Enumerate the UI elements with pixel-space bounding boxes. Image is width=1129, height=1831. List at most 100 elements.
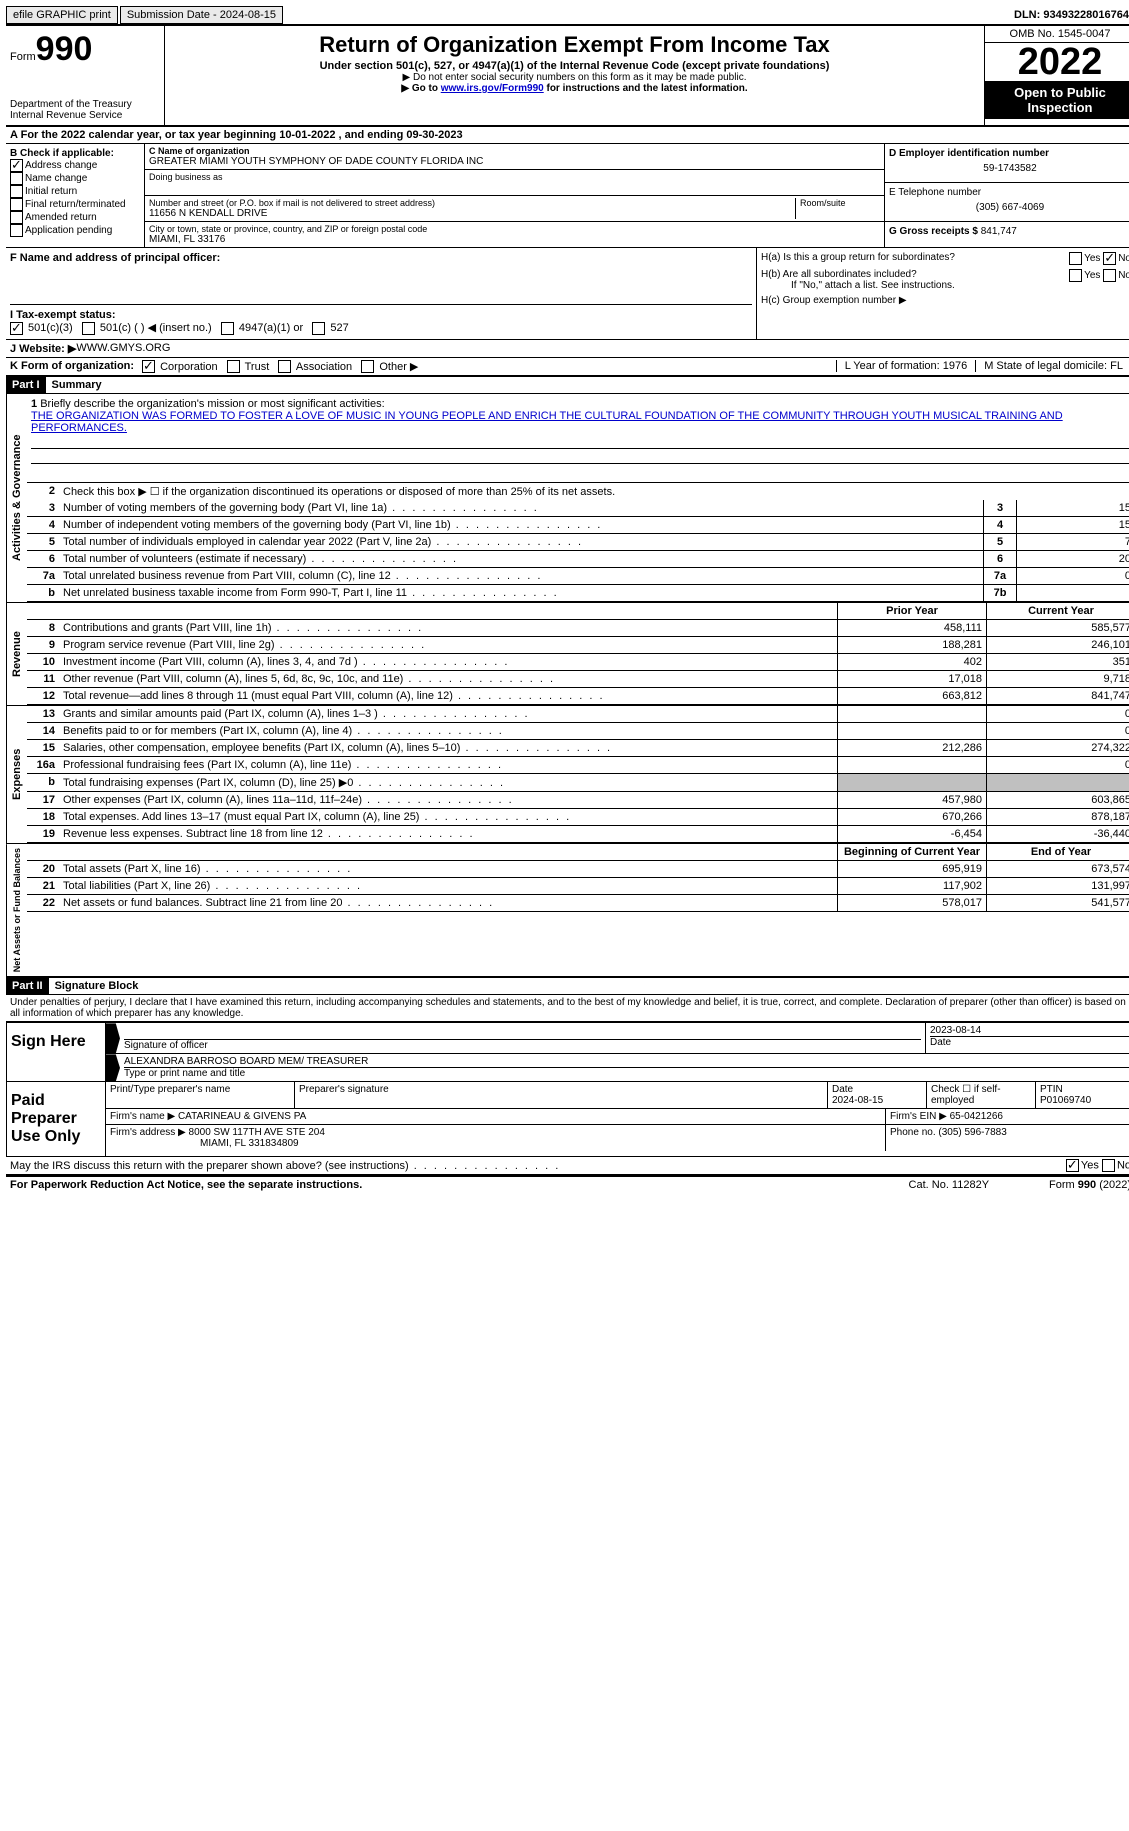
line-value <box>1016 585 1129 601</box>
line-value: 20 <box>1016 551 1129 567</box>
firm-name: CATARINEAU & GIVENS PA <box>178 1111 306 1122</box>
prior-value: -6,454 <box>837 826 986 842</box>
row-k: K Form of organization: Corporation Trus… <box>6 358 1129 378</box>
org-name-label: C Name of organization <box>149 146 880 156</box>
tax-status-checkbox[interactable] <box>82 322 95 335</box>
website: WWW.GMYS.ORG <box>76 342 170 354</box>
telephone: (305) 667-4069 <box>889 198 1129 217</box>
current-value: 541,577 <box>986 895 1129 911</box>
arrow-icon <box>106 1023 120 1053</box>
line-desc: Total fundraising expenses (Part IX, col… <box>59 774 837 791</box>
current-value: 673,574 <box>986 861 1129 877</box>
column-d: D Employer identification number 59-1743… <box>884 144 1129 247</box>
line-value: 0 <box>1016 568 1129 584</box>
colb-checkbox[interactable] <box>10 211 23 224</box>
org-name: GREATER MIAMI YOUTH SYMPHONY OF DADE COU… <box>149 156 880 167</box>
prior-value: 670,266 <box>837 809 986 825</box>
firm-phone-label: Phone no. <box>890 1127 938 1138</box>
line-a: A For the 2022 calendar year, or tax yea… <box>6 127 1129 144</box>
mission-label: Briefly describe the organization's miss… <box>40 398 384 410</box>
current-value: 246,101 <box>986 637 1129 653</box>
efile-button[interactable]: efile GRAPHIC print <box>6 6 118 24</box>
current-value: 9,718 <box>986 671 1129 687</box>
form-org-checkbox[interactable] <box>278 360 291 373</box>
colb-checkbox[interactable] <box>10 159 23 172</box>
gross-receipts: 841,747 <box>981 226 1017 237</box>
paid-prep-label: Paid Preparer Use Only <box>7 1082 106 1156</box>
no-checkbox[interactable] <box>1103 252 1116 265</box>
check-self: Check ☐ if self-employed <box>927 1082 1036 1108</box>
form-org-checkbox[interactable] <box>227 360 240 373</box>
colb-checkbox[interactable] <box>10 172 23 185</box>
discuss-yes[interactable] <box>1066 1159 1079 1172</box>
colb-checkbox[interactable] <box>10 185 23 198</box>
prior-value: 695,919 <box>837 861 986 877</box>
yes-checkbox-2[interactable] <box>1069 269 1082 282</box>
sign-here-label: Sign Here <box>7 1023 106 1081</box>
column-b: B Check if applicable: Address changeNam… <box>6 144 145 247</box>
form-org-checkbox[interactable] <box>361 360 374 373</box>
firm-ein: 65-0421266 <box>950 1111 1003 1122</box>
colb-checkbox[interactable] <box>10 224 23 237</box>
line-desc: Total unrelated business revenue from Pa… <box>59 568 983 584</box>
yes-checkbox[interactable] <box>1069 252 1082 265</box>
tax-status-checkbox[interactable] <box>312 322 325 335</box>
paid-preparer-section: Paid Preparer Use Only Print/Type prepar… <box>6 1082 1129 1157</box>
rev-vlabel: Revenue <box>6 603 27 705</box>
line-value: 15 <box>1016 517 1129 533</box>
current-value: 603,865 <box>986 792 1129 808</box>
prior-value: 188,281 <box>837 637 986 653</box>
line-desc: Number of voting members of the governin… <box>59 500 983 516</box>
colb-item: Address change <box>25 160 97 171</box>
line-desc: Revenue less expenses. Subtract line 18 … <box>59 826 837 842</box>
form-title: Return of Organization Exempt From Incom… <box>169 32 980 58</box>
revenue-section: Revenue Prior Year Current Year 8Contrib… <box>6 603 1129 706</box>
part1-title: Summary <box>46 377 108 393</box>
tax-status-checkbox[interactable] <box>221 322 234 335</box>
state-domicile: M State of legal domicile: FL <box>975 360 1129 372</box>
hb-label: H(b) Are all subordinates included? Yes … <box>761 269 1129 280</box>
line-desc: Net unrelated business taxable income fr… <box>59 585 983 601</box>
tax-status-checkbox[interactable] <box>10 322 23 335</box>
firm-addr: 8000 SW 117TH AVE STE 204 <box>189 1127 325 1138</box>
governance-section: Activities & Governance 1 Briefly descri… <box>6 394 1129 603</box>
line-desc: Contributions and grants (Part VIII, lin… <box>59 620 837 636</box>
discuss-no[interactable] <box>1102 1159 1115 1172</box>
begin-year-header: Beginning of Current Year <box>837 844 986 860</box>
officer-label: F Name and address of principal officer: <box>10 252 752 264</box>
current-value: 0 <box>986 723 1129 739</box>
page-footer: For Paperwork Reduction Act Notice, see … <box>6 1176 1129 1193</box>
footer-mid: Cat. No. 11282Y <box>909 1179 990 1191</box>
current-value: 0 <box>986 706 1129 722</box>
prior-value: 663,812 <box>837 688 986 704</box>
firm-city: MIAMI, FL 331834809 <box>110 1138 299 1149</box>
prep-date: 2024-08-15 <box>832 1095 883 1106</box>
line-desc: Benefits paid to or for members (Part IX… <box>59 723 837 739</box>
colb-checkbox[interactable] <box>10 198 23 211</box>
department: Department of the Treasury Internal Reve… <box>10 99 160 121</box>
form-header: Form990 Department of the Treasury Inter… <box>6 26 1129 127</box>
no-checkbox-2[interactable] <box>1103 269 1116 282</box>
current-year-header: Current Year <box>986 603 1129 619</box>
discuss-text: May the IRS discuss this return with the… <box>10 1160 560 1172</box>
form-org-checkbox[interactable] <box>142 360 155 373</box>
part2-title: Signature Block <box>49 978 145 994</box>
prior-value: 457,980 <box>837 792 986 808</box>
current-value: 274,322 <box>986 740 1129 756</box>
current-value: 351 <box>986 654 1129 670</box>
line-value: 7 <box>1016 534 1129 550</box>
line-desc: Grants and similar amounts paid (Part IX… <box>59 706 837 722</box>
line-desc: Investment income (Part VIII, column (A)… <box>59 654 837 670</box>
line-desc: Total number of volunteers (estimate if … <box>59 551 983 567</box>
irs-link[interactable]: www.irs.gov/Form990 <box>441 83 544 94</box>
column-c: C Name of organization GREATER MIAMI YOU… <box>145 144 884 247</box>
line-desc: Total revenue—add lines 8 through 11 (mu… <box>59 688 837 704</box>
line-value: 15 <box>1016 500 1129 516</box>
colb-item: Amended return <box>25 212 97 223</box>
tax-year: 2022 <box>985 43 1129 81</box>
tel-label: E Telephone number <box>889 187 1129 198</box>
prior-value <box>837 757 986 773</box>
note-link: ▶ Go to www.irs.gov/Form990 for instruct… <box>169 83 980 94</box>
firm-phone: (305) 596-7883 <box>938 1127 1006 1138</box>
expenses-section: Expenses 13Grants and similar amounts pa… <box>6 706 1129 844</box>
